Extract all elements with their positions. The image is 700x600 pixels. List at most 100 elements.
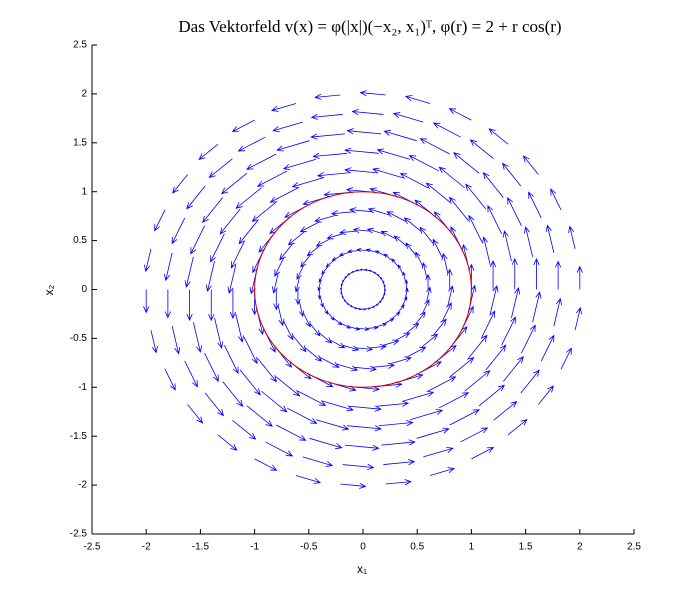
arrow [532,291,542,323]
arrow [277,305,285,327]
arrow [367,325,379,330]
arrow [344,444,380,451]
arrow [380,230,396,240]
arrow [576,265,583,290]
arrow [219,208,241,235]
arrow [302,456,334,467]
arrow [347,425,382,432]
arrow [351,108,384,116]
arrow [478,384,505,407]
arrow [317,289,322,300]
chart-title: Das Vektorfeld v(x) = φ(|x|)(−x₂, x₁)ᵀ, … [178,17,561,36]
arrow [540,334,555,362]
arrow [232,420,257,440]
arrow [432,318,447,336]
arrow [365,307,371,310]
y-tick-label: -0.5 [70,333,88,344]
arrow [568,225,576,249]
arrow [485,344,507,371]
y-tick-label: 2 [81,89,87,100]
arrow [229,289,236,320]
arrow [315,238,331,247]
arrow [482,172,504,198]
arrow [323,305,328,315]
arrow [356,247,368,252]
arrow [533,257,540,290]
arrow [421,262,428,278]
arrow [351,306,358,310]
arrow [205,260,215,292]
arrow [378,419,414,427]
arrow [392,112,424,123]
arrow [358,327,370,332]
arrow [296,265,304,280]
arrow [314,214,337,223]
arrow [204,352,219,382]
arrow [501,162,522,187]
arrow [217,434,238,451]
arrow [310,113,343,120]
arrow [383,288,386,294]
arrow [227,265,237,295]
arrow [271,273,279,294]
arrow [204,392,225,417]
arrow [391,311,401,319]
arrow [309,437,343,450]
arrow [383,459,416,466]
arrow [310,133,345,140]
arrow [377,273,381,279]
arrow [340,482,367,489]
arrow [345,300,349,306]
arrow [449,356,475,378]
arrow [393,235,407,247]
arrow [528,191,542,219]
arrow [295,289,301,306]
arrow [481,310,496,338]
arrow [315,419,350,431]
arrow [550,188,562,211]
arrow [251,201,277,223]
arrow [314,93,341,100]
arrow [441,302,452,322]
arrow [257,358,277,383]
arrow [265,441,294,457]
arrow [406,322,420,334]
y-tick-label: -2.5 [70,529,88,540]
arrow [276,424,307,441]
arrow [352,227,370,234]
y-tick-label: -1 [78,382,87,393]
arrow [403,217,422,232]
arrow [192,321,203,353]
arrow [468,214,483,242]
arrow [373,303,379,307]
arrow [416,427,450,439]
arrow [415,311,426,325]
arrow [391,258,399,267]
arrow [385,479,412,486]
arrow [256,170,288,187]
arrow [154,209,166,232]
arrow [489,284,499,314]
arrow [304,347,323,362]
arrow [404,279,409,290]
arrow [341,293,344,299]
arrow [397,304,405,313]
arrow [221,172,248,195]
arrow [382,339,400,346]
arrow [389,356,412,365]
arrow [420,333,439,348]
arrow [366,227,384,235]
arrow [399,173,429,189]
arrow [381,439,416,446]
arrow [376,322,388,328]
arrow [144,248,152,273]
arrow [419,226,434,244]
arrow [235,313,244,343]
arrow [349,326,361,331]
arrow [187,404,204,424]
arrow [520,369,540,394]
arrow [574,306,582,331]
arrow [376,400,410,407]
arrow [287,231,306,246]
